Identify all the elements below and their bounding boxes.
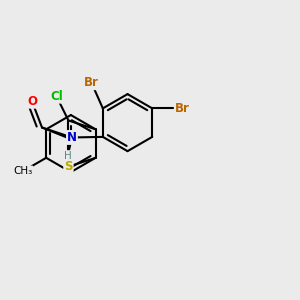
- Text: N: N: [67, 131, 77, 144]
- Text: S: S: [64, 160, 73, 173]
- Text: H: H: [64, 151, 71, 161]
- Text: Br: Br: [84, 76, 99, 89]
- Text: Br: Br: [175, 102, 190, 115]
- Text: O: O: [27, 95, 37, 108]
- Text: Cl: Cl: [50, 90, 63, 103]
- Text: CH₃: CH₃: [13, 167, 32, 176]
